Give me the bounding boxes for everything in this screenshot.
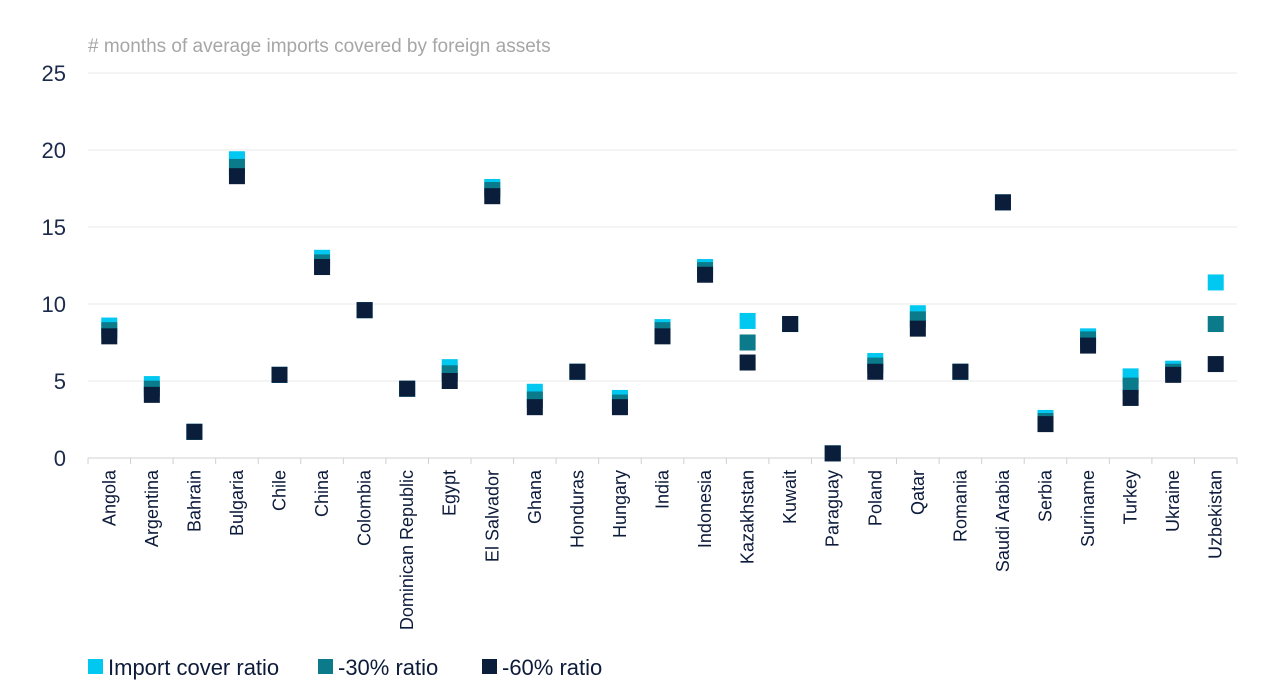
data-point-series-2 <box>1165 366 1182 383</box>
x-tick-label: Ghana <box>525 469 545 524</box>
data-point-series-2 <box>952 363 969 380</box>
y-tick-label: 15 <box>42 215 66 240</box>
data-point-series-2 <box>526 399 543 416</box>
x-tick-label: Argentina <box>142 469 162 547</box>
data-point-series-2 <box>186 423 203 440</box>
data-point-series-2 <box>484 188 501 205</box>
data-point-series-2 <box>739 354 756 371</box>
x-tick-label: Chile <box>270 470 290 511</box>
x-tick-label: Honduras <box>567 470 587 548</box>
x-tick-label: El Salvador <box>482 470 502 562</box>
x-tick-label: Uzbekistan <box>1206 470 1226 559</box>
data-point-series-2 <box>1037 416 1054 433</box>
data-point-series-2 <box>1122 389 1139 406</box>
y-tick-label: 20 <box>42 138 66 163</box>
x-tick-label: Qatar <box>908 470 928 515</box>
data-point-series-2 <box>101 328 118 345</box>
y-tick-label: 5 <box>54 369 66 394</box>
data-point-series-1 <box>739 334 756 351</box>
x-tick-label: Saudi Arabia <box>993 469 1013 572</box>
x-tick-label: Romania <box>950 469 970 542</box>
x-tick-label: Bahrain <box>184 470 204 532</box>
x-tick-label: Colombia <box>355 469 375 546</box>
data-point-series-1 <box>1207 316 1224 333</box>
chart-title: # months of average imports covered by f… <box>88 36 551 57</box>
x-tick-label: Dominican Republic <box>397 470 417 630</box>
legend-label: -30% ratio <box>338 655 438 680</box>
data-point-series-2 <box>611 399 628 416</box>
data-point-series-2 <box>1207 356 1224 373</box>
data-point-series-2 <box>143 386 160 403</box>
x-tick-label: Turkey <box>1121 470 1141 524</box>
legend-swatch <box>482 659 497 674</box>
data-point-series-2 <box>271 366 288 383</box>
data-point-series-2 <box>356 302 373 319</box>
data-point-series-1 <box>1122 377 1139 394</box>
data-point-series-0 <box>739 312 756 329</box>
x-axis-ticks: Angola Argentina Bahrain Bulgaria Chile China… <box>87 458 1238 630</box>
data-point-series-2 <box>782 316 799 333</box>
data-point-series-2 <box>399 380 416 397</box>
data-point-series-2 <box>654 328 671 345</box>
data-point-series-2 <box>909 320 926 337</box>
data-point-series-2 <box>867 363 884 380</box>
x-tick-label: Kuwait <box>780 470 800 524</box>
x-tick-label: Hungary <box>610 470 630 538</box>
x-tick-label: Angola <box>99 469 119 526</box>
y-tick-label: 0 <box>54 446 66 471</box>
x-tick-label: Indonesia <box>695 469 715 548</box>
x-tick-label: Egypt <box>440 470 460 516</box>
data-point-series-2 <box>1080 337 1097 354</box>
legend-swatch <box>318 659 333 674</box>
data-point-series-2 <box>824 445 841 462</box>
x-tick-label: Suriname <box>1078 470 1098 547</box>
legend-label: -60% ratio <box>502 655 602 680</box>
data-point-series-2 <box>228 168 245 185</box>
y-tick-label: 10 <box>42 292 66 317</box>
data-point-series-0 <box>1207 274 1224 291</box>
x-tick-label: Kazakhstan <box>738 470 758 564</box>
data-point-series-2 <box>994 194 1011 211</box>
x-tick-label: Serbia <box>1036 469 1056 522</box>
data-point-series-2 <box>569 363 586 380</box>
legend-label: Import cover ratio <box>108 655 279 680</box>
gridlines <box>88 72 1237 459</box>
legend: Import cover ratio -30% ratio -60% ratio <box>88 655 602 680</box>
x-tick-label: Poland <box>865 470 885 526</box>
x-tick-label: China <box>312 469 332 517</box>
data-points <box>101 151 1224 462</box>
legend-swatch <box>88 659 103 674</box>
data-point-series-2 <box>314 259 331 276</box>
x-tick-label: Paraguay <box>823 470 843 547</box>
x-tick-label: Ukraine <box>1163 470 1183 532</box>
data-point-series-2 <box>441 373 458 389</box>
x-tick-label: India <box>653 469 673 509</box>
y-axis-ticks: 0 5 10 15 20 25 <box>42 61 66 471</box>
y-tick-label: 25 <box>42 61 66 86</box>
x-tick-label: Bulgaria <box>227 469 247 536</box>
data-point-series-2 <box>697 266 714 283</box>
